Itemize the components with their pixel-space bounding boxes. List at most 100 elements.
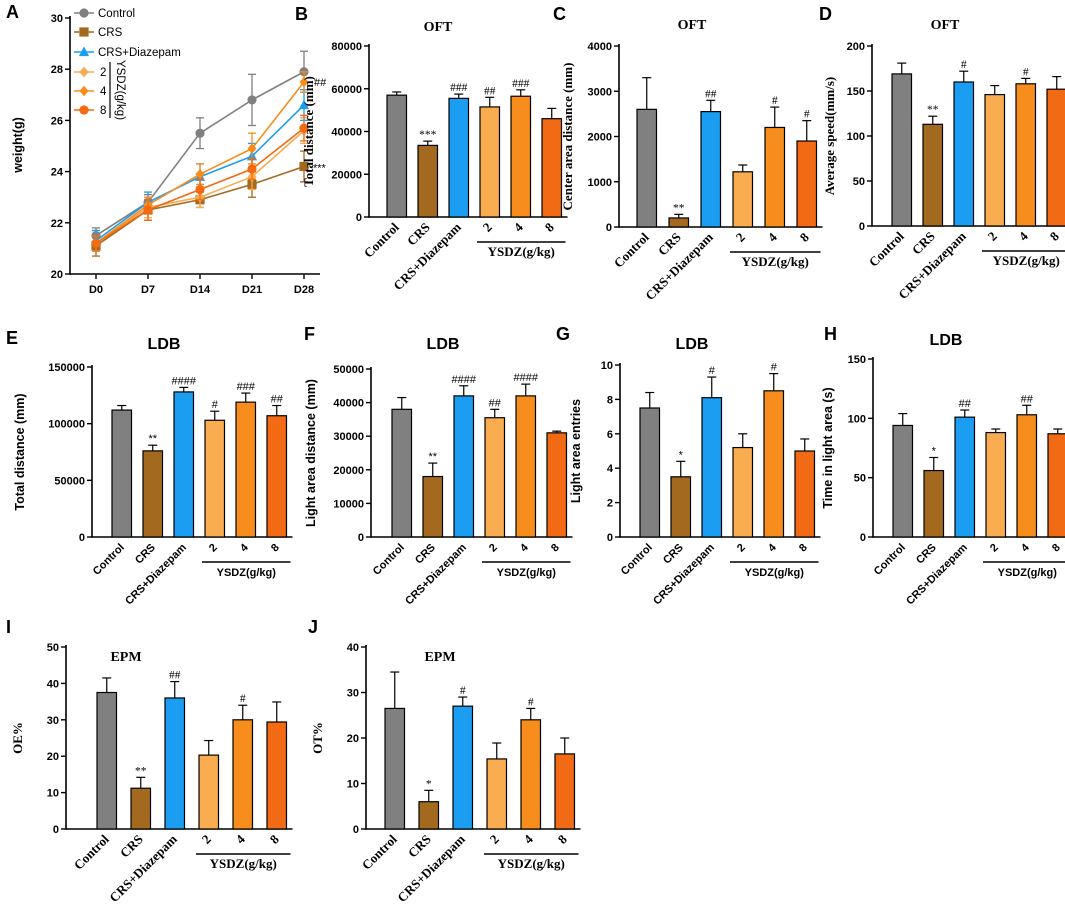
- bar-2: [732, 446, 754, 538]
- x-tick-label: Control: [359, 831, 400, 872]
- significance-mark: **: [428, 451, 437, 463]
- x-tick-label: Control: [866, 228, 907, 269]
- significance-mark: ##: [705, 88, 717, 100]
- y-tick-label: 24: [51, 167, 64, 179]
- y-tick-label: 0: [356, 212, 362, 224]
- x-tick-label: 8: [555, 831, 571, 847]
- panel-label: B: [295, 4, 308, 24]
- significance-mark: ##: [271, 394, 284, 406]
- panel-H: H LDB 0 50 100 150 Time in light area (s) Contr…: [821, 324, 1065, 607]
- x-tick-label: 8: [1050, 542, 1063, 555]
- x-tick-label: 8: [797, 542, 810, 555]
- y-tick-label: 40000: [331, 127, 362, 139]
- bar-crs: [417, 144, 439, 218]
- y-axis-label: weight(g): [11, 117, 25, 174]
- bar-2: [484, 417, 506, 538]
- x-tick-label: CRS: [405, 832, 434, 861]
- x-tick-label: Control: [872, 542, 908, 578]
- y-tick-label: 50: [854, 473, 866, 485]
- x-tick-label: Control: [611, 229, 652, 270]
- x-tick-label: 2: [487, 832, 502, 847]
- panel-title: OFT: [931, 18, 960, 33]
- bar-crs: [668, 217, 690, 228]
- x-tick-label: 4: [1016, 228, 1032, 244]
- bar-2: [204, 419, 226, 538]
- legend-label: Control: [98, 8, 135, 20]
- y-axis-label: OE%: [10, 722, 25, 754]
- significance-mark: #: [240, 693, 246, 705]
- point-marker: [79, 27, 89, 37]
- panel-title: LDB: [427, 336, 460, 353]
- bar-4: [1016, 414, 1038, 538]
- significance-mark: ####: [514, 372, 539, 384]
- y-tick-label: 0: [79, 532, 85, 544]
- significance-mark: **: [673, 202, 685, 214]
- significance-mark: *: [426, 778, 432, 790]
- y-axis-label: Center area distance (mm): [560, 63, 575, 211]
- y-tick-label: 22: [51, 218, 63, 230]
- x-tick-label: 4: [238, 541, 251, 554]
- series-line: [95, 71, 305, 237]
- bar-crs: [670, 476, 692, 538]
- y-tick-label: 100: [847, 131, 865, 143]
- x-tick-label: 8: [267, 831, 283, 847]
- y-tick-label: 26: [51, 115, 63, 127]
- significance-mark: ##: [1021, 393, 1034, 405]
- bar-4: [520, 719, 542, 830]
- panel-J: JEPM010203040OT%Control*CRS#CRS+Diazepam…: [308, 617, 581, 905]
- point-marker: [195, 184, 205, 195]
- y-tick-label: 50000: [333, 364, 364, 376]
- x-tick-label: 4: [518, 541, 531, 554]
- y-tick-label: 40000: [333, 398, 364, 410]
- bar-crs-diazepam: [448, 97, 470, 218]
- panel-label: G: [556, 324, 570, 344]
- group-label: YSDZ(g/kg): [217, 567, 277, 579]
- significance-mark: #: [772, 95, 778, 107]
- series-line: [95, 81, 305, 244]
- group-label: YSDZ(g/kg): [210, 856, 277, 871]
- bar-8: [266, 415, 288, 538]
- y-tick-label: 50: [853, 176, 865, 188]
- bar-crs: [923, 469, 945, 538]
- legend-group-label: YSDZ(g/kg): [114, 60, 126, 120]
- y-tick-label: 3000: [588, 86, 612, 98]
- x-tick-label: 8: [797, 229, 813, 245]
- bar-2: [486, 758, 508, 830]
- bar-2: [984, 93, 1006, 227]
- group-label: YSDZ(g/kg): [497, 567, 557, 579]
- point-marker: [79, 66, 89, 78]
- bar-crs: [130, 787, 152, 830]
- bar-2: [732, 171, 754, 228]
- x-tick-label: 8: [549, 542, 562, 555]
- significance-mark: ##: [489, 397, 502, 409]
- significance-mark: **: [148, 433, 157, 445]
- bar-8: [796, 140, 818, 228]
- y-tick-label: 100: [848, 413, 866, 425]
- point-marker: [79, 85, 89, 97]
- panel-title: LDB: [148, 336, 181, 353]
- y-axis-label: Total distance (mm): [13, 393, 27, 510]
- panel-label: F: [304, 324, 315, 344]
- x-tick-label: CRS: [133, 542, 158, 567]
- x-tick-label: 4: [511, 219, 527, 235]
- y-tick-label: 50: [47, 642, 59, 654]
- significance-mark: *: [679, 449, 684, 461]
- y-tick-label: 1000: [588, 177, 612, 189]
- point-marker: [247, 164, 257, 174]
- point-marker: [247, 143, 257, 154]
- significance-mark: ###: [450, 82, 468, 94]
- legend-label: 2: [100, 67, 106, 79]
- x-tick-label: 2: [199, 832, 214, 847]
- x-tick-label: 4: [765, 229, 781, 245]
- y-axis-label: Time in light area (s): [821, 387, 835, 508]
- bar-2: [479, 106, 501, 218]
- y-tick-label: 20000: [331, 169, 362, 181]
- y-tick-label: 150: [847, 86, 865, 98]
- x-tick-label: 2: [988, 542, 1001, 555]
- x-tick-label: 4: [1019, 541, 1032, 554]
- x-tick-label: 2: [480, 220, 495, 235]
- bar-4: [764, 126, 786, 228]
- legend-label: 4: [100, 86, 107, 98]
